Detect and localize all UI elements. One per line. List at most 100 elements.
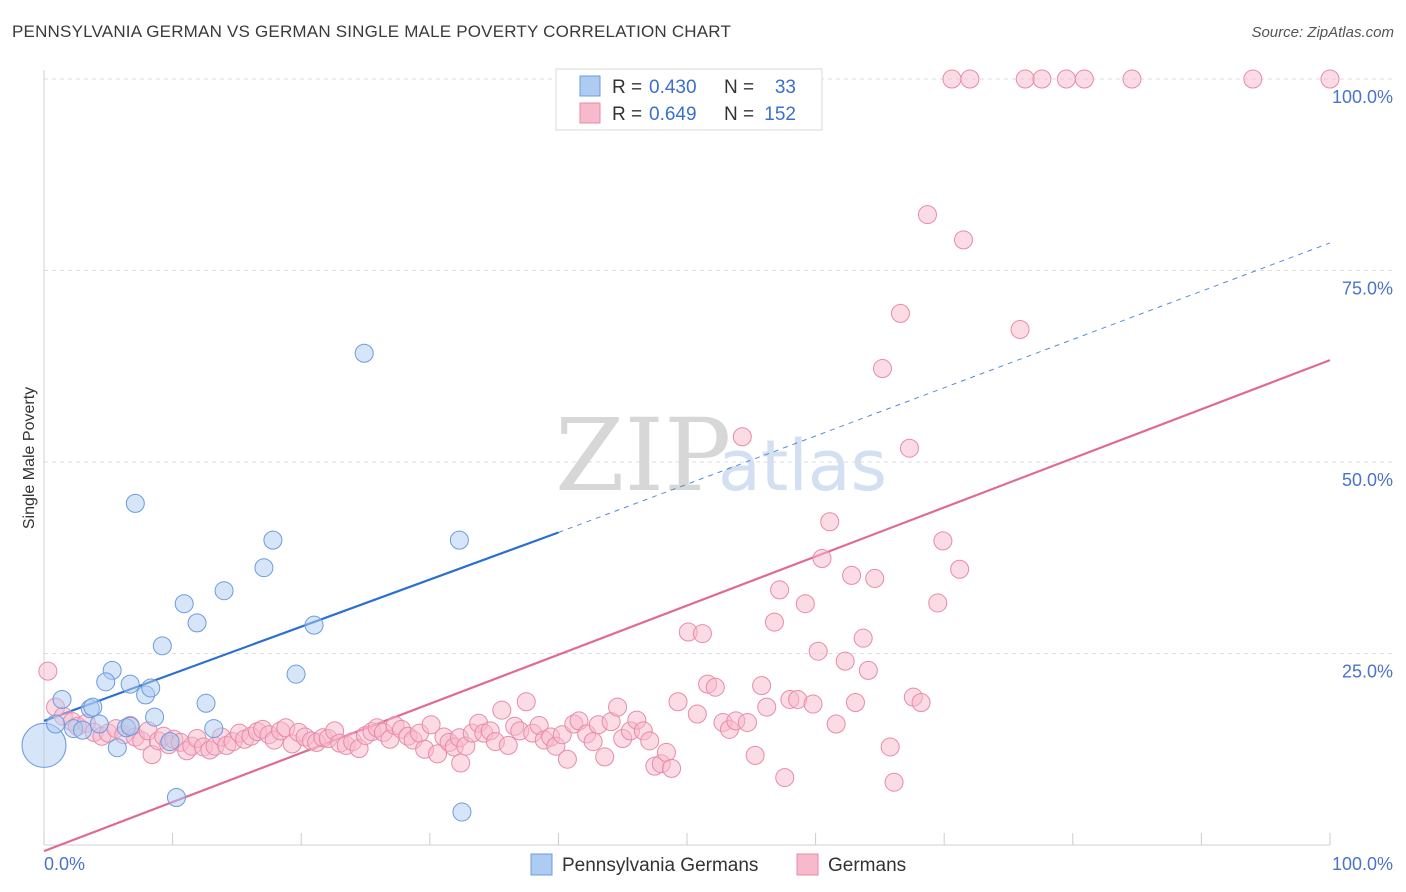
point-germans-143	[928, 593, 948, 613]
point-germans-102	[656, 742, 676, 762]
watermark-zip: ZIP	[555, 397, 731, 514]
x-tick-label-min: 0.0%	[44, 854, 85, 874]
point-pennsylvania-germans-23	[196, 693, 216, 713]
point-germans-92	[595, 747, 615, 767]
bottom-legend: Pennsylvania Germans Germans	[530, 853, 906, 876]
point-germans-135	[872, 359, 892, 379]
point-pennsylvania-germans-16	[141, 678, 161, 698]
point-pennsylvania-germans-1	[52, 689, 72, 709]
point-germans-139	[899, 438, 919, 458]
point-germans-119	[770, 580, 790, 600]
grid-lines	[44, 78, 1393, 654]
point-germans-156	[1320, 69, 1340, 89]
point-pennsylvania-germans-13	[120, 674, 140, 694]
point-germans-131	[845, 693, 865, 713]
point-pennsylvania-germans-14	[125, 493, 145, 513]
point-germans-0	[38, 661, 58, 681]
point-pennsylvania-germans-12	[120, 716, 140, 736]
point-germans-62	[421, 715, 441, 735]
bottom-legend-label-germans: Germans	[828, 855, 906, 876]
point-germans-151	[1010, 319, 1030, 339]
point-pennsylvania-germans-24	[204, 719, 224, 739]
point-pennsylvania-germans-22	[187, 613, 207, 633]
y-tick-label-50: 50.0%	[1342, 470, 1393, 490]
point-germans-68	[451, 753, 471, 773]
point-germans-130	[842, 565, 862, 585]
point-germans-138	[890, 303, 910, 323]
point-germans-147	[953, 230, 973, 250]
x-tick-label-max: 100.0%	[1332, 854, 1393, 874]
point-germans-117	[757, 697, 777, 717]
point-germans-104	[668, 692, 688, 712]
point-pennsylvania-germans-19	[160, 732, 180, 752]
bottom-legend-swatch-blue	[530, 853, 553, 876]
legend-box: R = 0.430 N = 33 R = 0.649 N = 152	[555, 68, 823, 131]
point-pennsylvania-germans-21	[174, 594, 194, 614]
point-germans-114	[737, 712, 757, 732]
point-germans-75	[492, 700, 512, 720]
point-pennsylvania-germans-0	[21, 722, 67, 768]
point-pennsylvania-germans-10	[96, 672, 116, 692]
point-germans-153	[1074, 69, 1094, 89]
point-pennsylvania-germans-32	[452, 802, 472, 822]
legend-swatch-pink	[579, 102, 601, 124]
point-germans-107	[692, 624, 712, 644]
point-pennsylvania-germans-7	[89, 714, 109, 734]
point-germans-123	[795, 594, 815, 614]
y-tick-label-25: 25.0%	[1342, 662, 1393, 682]
point-germans-137	[884, 772, 904, 792]
point-germans-145	[942, 69, 962, 89]
point-pennsylvania-germans-25	[214, 581, 234, 601]
point-germans-129	[835, 651, 855, 671]
point-germans-127	[820, 512, 840, 532]
legend-r-value-1: 0.430	[649, 77, 697, 98]
trend-line-germans	[43, 359, 1331, 853]
point-germans-124	[803, 694, 823, 714]
point-germans-116	[752, 676, 772, 696]
point-pennsylvania-germans-27	[263, 530, 283, 550]
point-germans-150	[1032, 69, 1052, 89]
point-germans-76	[498, 735, 518, 755]
trend-solid-pennsylvania-germans	[43, 531, 559, 722]
legend-n-value-1: 33	[775, 77, 796, 98]
point-germans-132	[853, 628, 873, 648]
point-germans-94	[608, 697, 628, 717]
point-germans-125	[808, 641, 828, 661]
point-germans-149	[1015, 69, 1035, 89]
point-germans-106	[687, 704, 707, 724]
point-germans-90	[583, 732, 603, 752]
point-pennsylvania-germans-31	[449, 530, 469, 550]
bottom-legend-label-pennsylvania-germans: Pennsylvania Germans	[562, 855, 758, 876]
x-axis-ticks	[43, 833, 1331, 845]
point-germans-115	[745, 745, 765, 765]
point-pennsylvania-germans-17	[145, 707, 165, 727]
point-germans-99	[640, 731, 660, 751]
point-pennsylvania-germans-6	[83, 697, 103, 717]
point-germans-141	[911, 693, 931, 713]
point-germans-154	[1122, 69, 1142, 89]
point-germans-148	[960, 69, 980, 89]
chart-title: PENNSYLVANIA GERMAN VS GERMAN SINGLE MAL…	[12, 22, 732, 41]
point-pennsylvania-germans-26	[254, 558, 274, 578]
legend-r-label-2: R =	[612, 104, 642, 125]
point-germans-86	[557, 749, 577, 769]
point-pennsylvania-germans-30	[354, 343, 374, 363]
points-germans	[38, 69, 1340, 792]
legend-r-label-1: R =	[612, 77, 642, 98]
point-pennsylvania-germans-28	[286, 664, 306, 684]
point-germans-128	[826, 714, 846, 734]
point-germans-120	[775, 768, 795, 788]
point-pennsylvania-germans-4	[73, 720, 93, 740]
point-germans-155	[1243, 69, 1263, 89]
point-germans-136	[880, 737, 900, 757]
point-germans-79	[516, 692, 536, 712]
point-pennsylvania-germans-29	[304, 615, 324, 635]
y-tick-label-100: 100.0%	[1332, 87, 1393, 107]
trend-dashed-pennsylvania-germans	[558, 242, 1331, 533]
point-germans-113	[732, 427, 752, 447]
y-tick-label-75: 75.0%	[1342, 279, 1393, 299]
legend-n-label-2: N =	[724, 104, 754, 125]
legend-n-value-2: 152	[764, 104, 796, 125]
point-pennsylvania-germans-9	[107, 738, 127, 758]
